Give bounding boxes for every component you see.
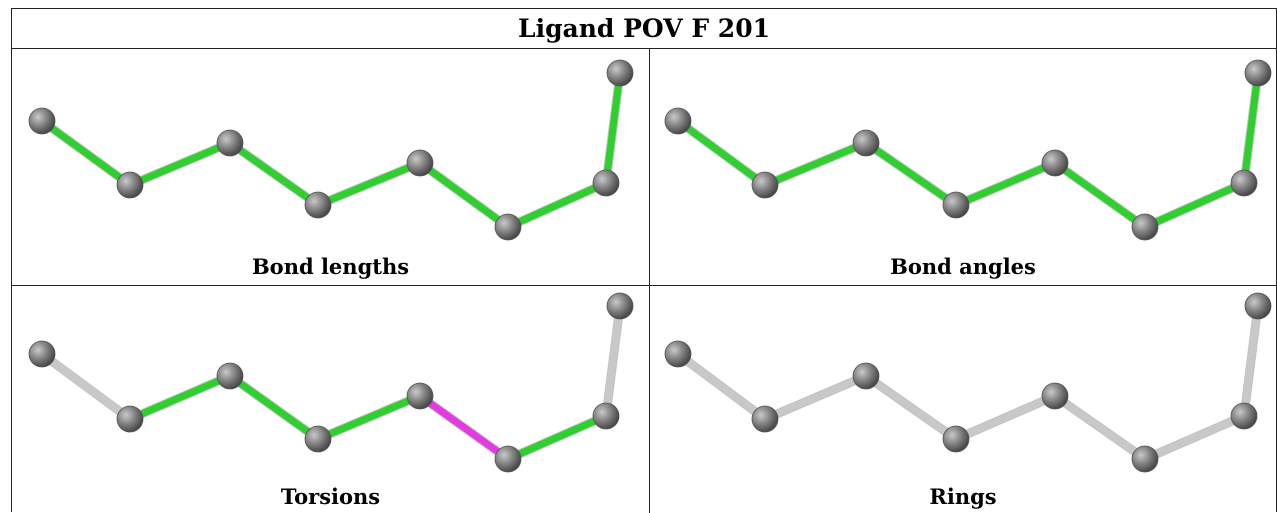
bond — [674, 350, 769, 423]
carbon-atom — [406, 149, 434, 177]
carbon-atom — [1131, 213, 1159, 241]
bond — [674, 117, 769, 189]
carbon-atom — [116, 405, 144, 433]
bond — [602, 69, 624, 187]
carbon-atom — [1041, 149, 1069, 177]
carbon-atom — [28, 340, 56, 368]
bond — [504, 179, 610, 231]
carbon-atom — [494, 445, 522, 473]
carbon-atom — [751, 405, 779, 433]
panel-caption: Bond lengths — [251, 254, 410, 279]
bond — [952, 392, 1059, 443]
carbon-atom — [852, 362, 880, 390]
carbon-atom — [592, 169, 620, 197]
bond — [1051, 159, 1149, 231]
bond — [126, 372, 234, 423]
carbon-atom — [216, 362, 244, 390]
carbon-atom — [751, 171, 779, 199]
carbon-atom — [28, 107, 56, 135]
panel-caption: Rings — [929, 484, 997, 509]
carbon-atom — [304, 425, 332, 453]
bond — [1240, 302, 1262, 420]
bond — [38, 350, 134, 423]
panel-caption: Torsions — [280, 484, 381, 509]
bond — [761, 372, 870, 423]
figure-frame: Ligand POV F 201 Bond lengths Bond angle… — [11, 8, 1277, 513]
figure-title: Ligand POV F 201 — [12, 9, 1276, 49]
panel-rings: Rings — [650, 286, 1276, 513]
carbon-atom — [216, 129, 244, 157]
carbon-atom — [664, 340, 692, 368]
carbon-atom — [592, 402, 620, 430]
carbon-atom — [494, 213, 522, 241]
bond — [1240, 69, 1262, 187]
bond — [504, 412, 610, 463]
carbon-atom — [1230, 169, 1258, 197]
ligand-structure-rings — [664, 292, 1272, 473]
bond — [126, 139, 234, 189]
bond — [952, 159, 1059, 209]
bond — [1141, 179, 1248, 231]
carbon-atom — [852, 129, 880, 157]
carbon-atom — [304, 191, 332, 219]
bond — [862, 139, 960, 209]
carbon-atom — [1041, 382, 1069, 410]
bond — [314, 392, 424, 443]
ligand-structure-bond-lengths — [28, 59, 634, 241]
bond — [314, 159, 424, 209]
bond — [38, 117, 134, 189]
column-divider — [649, 49, 650, 513]
carbon-atom — [606, 59, 634, 87]
carbon-atom — [406, 382, 434, 410]
panel-torsions: Torsions — [12, 286, 649, 513]
bond — [226, 139, 322, 209]
carbon-atom — [1244, 59, 1272, 87]
bond — [602, 302, 624, 420]
carbon-atom — [1131, 445, 1159, 473]
panel-caption: Bond angles — [890, 254, 1036, 279]
bond — [416, 159, 512, 231]
bond — [1051, 392, 1149, 463]
ligand-structure-torsions — [28, 292, 634, 473]
carbon-atom — [1230, 402, 1258, 430]
bond — [761, 139, 870, 189]
row-divider — [12, 285, 1276, 286]
carbon-atom — [1244, 292, 1272, 320]
carbon-atom — [664, 107, 692, 135]
bond — [416, 392, 512, 463]
bond — [1141, 412, 1248, 463]
panel-bond-lengths: Bond lengths — [12, 49, 649, 285]
ligand-structure-bond-angles — [664, 59, 1272, 241]
bond — [226, 372, 322, 443]
panel-bond-angles: Bond angles — [650, 49, 1276, 285]
carbon-atom — [942, 425, 970, 453]
carbon-atom — [942, 191, 970, 219]
carbon-atom — [606, 292, 634, 320]
bond — [862, 372, 960, 443]
carbon-atom — [116, 171, 144, 199]
